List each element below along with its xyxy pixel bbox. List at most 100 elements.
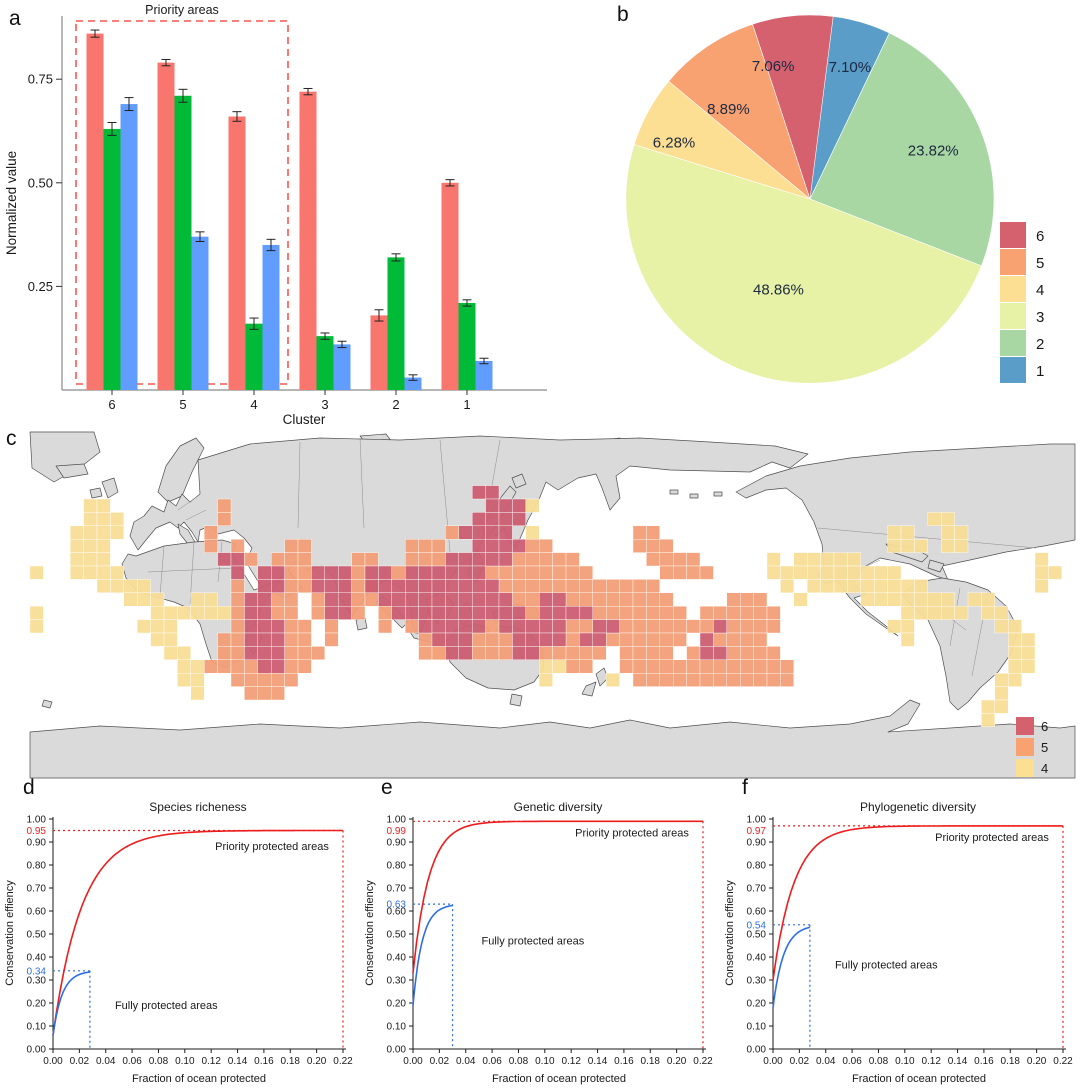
map-cell — [418, 592, 433, 607]
country-border — [185, 509, 207, 521]
map-cell — [431, 632, 446, 647]
map-cell — [740, 659, 754, 674]
map-cell — [284, 605, 299, 620]
map-cell — [177, 646, 191, 660]
y-tick-label: 0.00 — [747, 1045, 767, 1056]
map-cell — [431, 552, 446, 567]
map-cell — [485, 525, 500, 540]
map-cell — [632, 646, 647, 660]
map-cell — [405, 579, 419, 593]
map-cell — [579, 565, 594, 580]
map-cell — [565, 579, 580, 593]
map-cell — [498, 538, 513, 553]
map-cell — [592, 579, 607, 593]
map-cell — [110, 512, 125, 527]
map-cell — [96, 565, 111, 580]
map-cell — [820, 565, 835, 580]
x-tick-label: 0.22 — [333, 1056, 353, 1067]
map-cell — [900, 538, 915, 553]
map-cell — [405, 592, 419, 607]
map-cell — [860, 592, 875, 607]
map-cell — [646, 579, 661, 593]
map-cell — [418, 619, 433, 634]
fully-protected-annotation: Fully protected areas — [115, 1000, 218, 1012]
map-cell — [981, 605, 996, 620]
map-cell — [713, 672, 728, 687]
map-cell — [150, 592, 165, 607]
bar-green-cluster3 — [316, 336, 334, 390]
map-cell — [927, 512, 942, 527]
map-cell — [512, 498, 526, 513]
map-cell — [96, 498, 111, 513]
y-tick-label: 0.20 — [387, 999, 407, 1010]
map-cell — [83, 565, 98, 580]
map-cell — [914, 592, 929, 607]
y-tick-label: 0.90 — [387, 838, 407, 849]
map-cell — [1008, 632, 1022, 647]
map-cell — [900, 632, 915, 647]
map-cell — [378, 605, 392, 620]
map-legend-swatch-4 — [1016, 759, 1034, 777]
map-cell — [445, 632, 459, 647]
map-cell — [606, 579, 620, 593]
map-cell — [659, 646, 674, 660]
map-cell — [793, 592, 808, 607]
map-cell — [780, 579, 795, 593]
map-cell — [686, 646, 701, 660]
map-cell — [431, 619, 446, 634]
map-cell — [847, 579, 862, 593]
map-cell — [619, 646, 634, 660]
panel-label-d: d — [23, 776, 35, 799]
map-cell — [539, 565, 553, 580]
map-cell — [646, 659, 661, 674]
map-cell — [766, 619, 781, 634]
pie-slice-cluster6 — [752, 14, 834, 200]
map-cell — [405, 605, 419, 620]
map-cell — [941, 538, 955, 553]
map-cell — [270, 592, 285, 607]
map-cell — [257, 632, 272, 647]
map-cell — [257, 672, 272, 687]
map-cell — [391, 592, 406, 607]
x-tick-label: 0.22 — [1053, 1056, 1073, 1067]
map-cell — [270, 686, 285, 701]
panel-e-line-chart: Genetic diversity 0.00 0.10 0.20 0.30 0.40 0.5… — [364, 800, 713, 1085]
map-cell — [431, 565, 446, 580]
map-cell — [994, 686, 1009, 701]
y-tick-label: 0.80 — [27, 861, 47, 872]
map-cell — [579, 605, 594, 620]
map-cell — [807, 579, 821, 593]
map-cell — [311, 646, 325, 660]
legend-label: 1 — [1036, 363, 1044, 380]
map-cell — [284, 632, 299, 647]
map-cell — [994, 605, 1009, 620]
map-cell — [954, 525, 969, 540]
map-cell — [552, 579, 567, 593]
map-cell — [673, 672, 687, 687]
map-cell — [458, 592, 473, 607]
map-cell — [552, 605, 567, 620]
map-cell — [270, 579, 285, 593]
map-cell — [673, 659, 687, 674]
map-cell — [512, 632, 526, 647]
x-axis-title: Cluster — [283, 412, 326, 427]
map-cell — [606, 619, 620, 634]
map-cell — [833, 552, 848, 567]
y-tick-label: 0.80 — [387, 861, 407, 872]
map-cell — [364, 552, 379, 567]
map-cell — [606, 592, 620, 607]
map-cell — [270, 605, 285, 620]
bar-green-cluster2 — [387, 257, 405, 390]
x-tick-label: 0.04 — [816, 1056, 836, 1067]
map-cell — [994, 672, 1009, 687]
legend-label: 6 — [1036, 228, 1044, 245]
x-tick-label: 0.22 — [693, 1056, 713, 1067]
country-border — [297, 441, 301, 529]
y-tick-label: 0.10 — [747, 1022, 767, 1033]
map-cell — [740, 619, 754, 634]
map-cell — [284, 552, 299, 567]
map-cell — [418, 646, 433, 660]
map-cell — [391, 605, 406, 620]
map-cell — [833, 565, 848, 580]
